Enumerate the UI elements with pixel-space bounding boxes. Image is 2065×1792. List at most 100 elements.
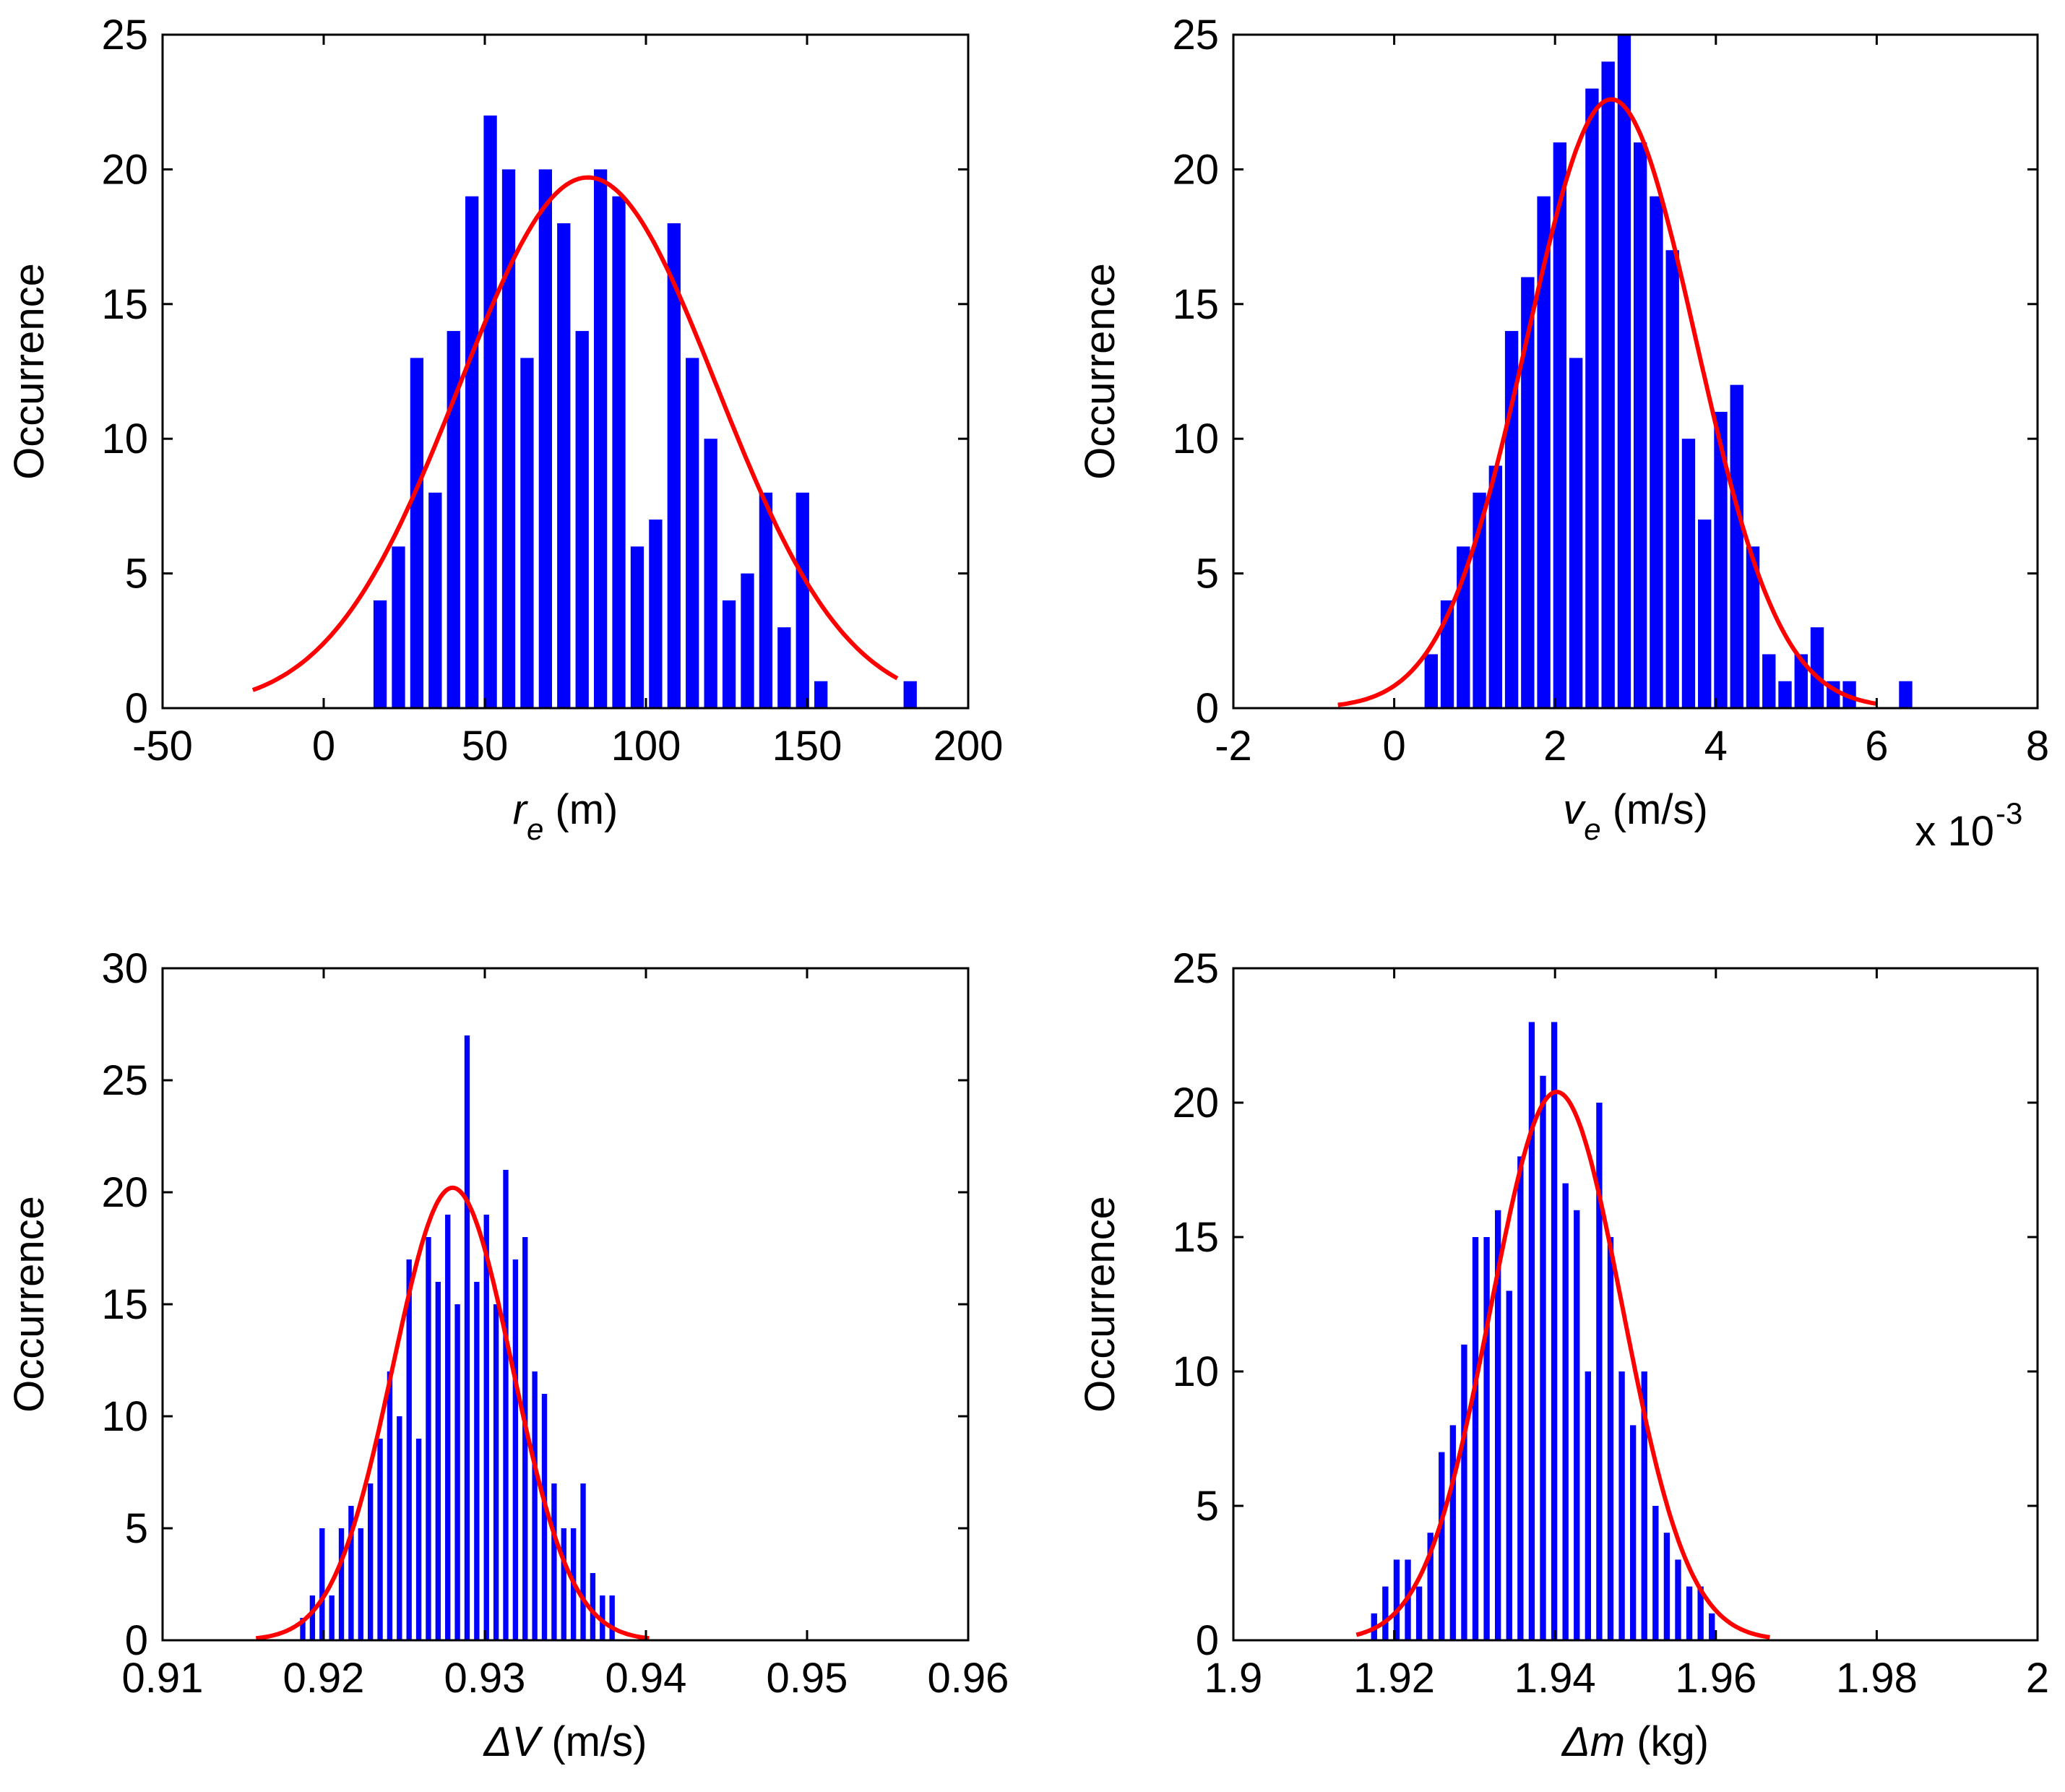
- histogram-bar: [1439, 1452, 1445, 1640]
- histogram-bar: [1709, 1613, 1715, 1640]
- x-axis-unit: (kg): [1625, 1718, 1709, 1765]
- histogram-bar: [1569, 358, 1583, 708]
- y-tick-label: 15: [101, 281, 148, 328]
- x-axis-unit: (m): [543, 786, 618, 833]
- histogram-bar: [1382, 1586, 1389, 1640]
- y-tick-label: 30: [101, 945, 148, 992]
- histogram-bar: [557, 223, 571, 709]
- chart-panel-dV: 0.91 0.92 0.93 0.94 0.95 0.96 0 5 10 15 20 25 30 Occu…: [6, 945, 1009, 1765]
- histogram-bar: [1528, 1022, 1535, 1640]
- histogram-bar: [741, 573, 754, 708]
- histogram-bar: [1517, 1156, 1524, 1640]
- x-axis-label: re (m): [513, 786, 618, 846]
- histogram-bar: [1810, 627, 1824, 708]
- histogram-bar: [1681, 439, 1696, 708]
- histogram-bar: [903, 681, 917, 708]
- histogram-bar: [1551, 1022, 1558, 1640]
- histogram-bar: [1641, 1371, 1647, 1640]
- y-axis-label: Occurrence: [6, 1196, 53, 1413]
- histogram-bar: [759, 492, 773, 708]
- histogram-bar: [1415, 1586, 1423, 1640]
- histogram-bar: [1629, 1425, 1637, 1640]
- histogram-bar: [1778, 681, 1792, 708]
- histogram-bar: [561, 1528, 566, 1640]
- y-tick-label: 20: [1172, 1080, 1219, 1127]
- y-tick-label: 0: [1196, 1617, 1219, 1664]
- y-axis-label: Occurrence: [1077, 263, 1124, 480]
- axes-box: [1232, 967, 2039, 1642]
- histogram-bar: [1553, 142, 1567, 708]
- histogram-bar: [1473, 492, 1486, 708]
- fit-curve: [251, 175, 899, 692]
- x-tick-label: 0.92: [283, 1655, 365, 1702]
- histogram-bar: [1585, 88, 1599, 708]
- x-tick-label: 1.96: [1675, 1655, 1756, 1702]
- histogram-bar: [522, 1237, 528, 1640]
- histogram-bar: [493, 1304, 499, 1640]
- histogram-bar: [1663, 1533, 1670, 1640]
- histogram-bar: [1601, 61, 1615, 708]
- histogram-bar: [704, 439, 717, 708]
- histogram-bar: [309, 1595, 316, 1640]
- x-tick-label: 8: [2026, 723, 2049, 770]
- x-tick-label: 0: [1382, 723, 1405, 770]
- histogram-bar: [415, 1439, 422, 1640]
- histogram-bar: [551, 1483, 557, 1640]
- histogram-bar: [541, 1394, 548, 1640]
- x-tick-label: 2: [1543, 723, 1566, 770]
- y-tick-label: 0: [1196, 685, 1219, 732]
- axes-box: [161, 33, 970, 710]
- x-tick-label: 1.9: [1204, 1655, 1263, 1702]
- x-tick-label: 2: [2026, 1655, 2049, 1702]
- histogram-bar: [612, 196, 626, 708]
- x-tick-label: -50: [132, 723, 193, 770]
- histogram-bar: [609, 1595, 615, 1640]
- histogram-bar: [590, 1573, 596, 1640]
- y-tick-label: 0: [125, 685, 148, 732]
- histogram-bar: [1762, 654, 1776, 708]
- histogram-bar: [387, 1371, 393, 1640]
- x-tick-label: 0.91: [122, 1655, 204, 1702]
- y-tick-label: 5: [125, 551, 148, 598]
- x-axis-symbol: r: [513, 786, 529, 833]
- histogram-bar: [406, 1259, 412, 1640]
- x-axis-symbol: v: [1563, 786, 1586, 833]
- histogram-bar: [1483, 1237, 1490, 1640]
- y-tick-label: 10: [1172, 415, 1219, 462]
- x-tick-label: -2: [1215, 723, 1252, 770]
- histogram-bar: [1675, 1559, 1681, 1640]
- histogram-bar: [1562, 1183, 1569, 1640]
- histogram-bar: [1506, 1291, 1512, 1640]
- exponent-power: -3: [1996, 796, 2022, 830]
- histogram-bar: [319, 1528, 325, 1640]
- histogram-bar: [593, 169, 608, 708]
- histogram-bar: [686, 358, 699, 708]
- x-axis-unit: (m/s): [540, 1718, 647, 1765]
- x-axis-symbol: ΔV: [483, 1718, 544, 1765]
- histogram-bar: [580, 1483, 586, 1640]
- histogram-bar: [575, 331, 589, 709]
- histogram-bar: [373, 600, 387, 708]
- histogram-bar: [1521, 277, 1535, 708]
- histogram-bar: [435, 1282, 441, 1640]
- histogram-bar: [1596, 1103, 1603, 1640]
- chart-panel-dm: 1.9 1.92 1.94 1.96 1.98 20510152025Occurrence…: [1077, 945, 2049, 1765]
- histogram-bar: [447, 331, 460, 709]
- y-tick-label: 5: [1196, 1483, 1219, 1530]
- histogram-bar: [667, 223, 681, 709]
- histogram-bar: [367, 1483, 374, 1640]
- x-tick-label: 1.94: [1514, 1655, 1596, 1702]
- fit-curve: [255, 1185, 650, 1641]
- y-axis-label: Occurrence: [6, 263, 53, 480]
- histogram-bar: [1449, 1425, 1457, 1640]
- y-tick-label: 5: [125, 1505, 148, 1552]
- histogram-bar: [1427, 1533, 1434, 1640]
- x-tick-label: 0.96: [928, 1655, 1009, 1702]
- histogram-bar: [1698, 520, 1712, 708]
- x-tick-label: 0.94: [605, 1655, 687, 1702]
- y-tick-label: 10: [101, 415, 148, 462]
- histogram-bar: [483, 115, 497, 709]
